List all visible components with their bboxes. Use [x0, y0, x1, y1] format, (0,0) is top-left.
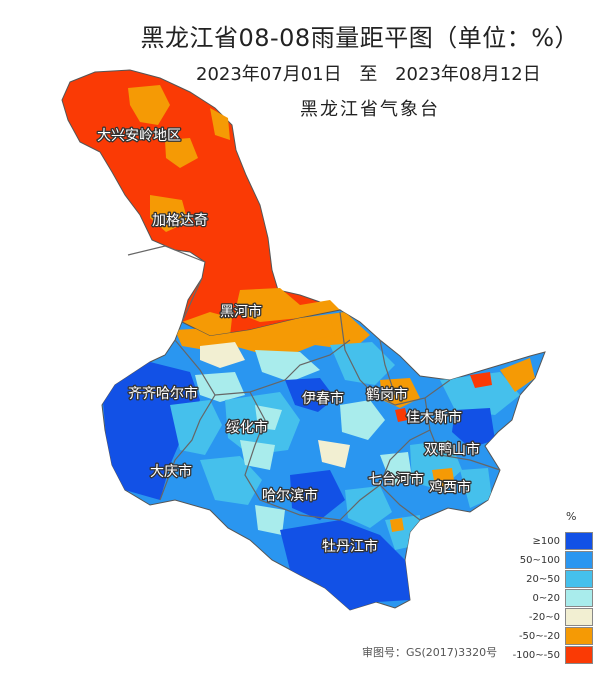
- legend-swatch: [565, 646, 593, 664]
- city-label: 双鸭山市: [424, 441, 480, 458]
- legend-unit: %: [566, 510, 577, 523]
- date-start: 2023年07月01日: [196, 64, 342, 85]
- city-label: 黑河市: [220, 303, 262, 320]
- patch: [150, 195, 188, 232]
- legend-swatch: [565, 608, 593, 626]
- legend-label: 20~50: [526, 574, 560, 585]
- patch: [210, 108, 230, 140]
- region-boundaries: [127, 245, 501, 521]
- date-separator: 至: [359, 64, 378, 85]
- patch: [235, 288, 340, 322]
- legend-item: 50~100: [512, 551, 607, 570]
- region-north: [61, 69, 342, 337]
- city-label: 鸡西市: [429, 479, 471, 496]
- city-label: 佳木斯市: [406, 409, 462, 426]
- city-label: 大兴安岭地区: [97, 128, 181, 144]
- city-label: 牡丹江市: [322, 538, 378, 555]
- legend-item: -100~-50: [512, 646, 607, 665]
- legend-item: 20~50: [512, 570, 607, 589]
- anomaly-patches: [102, 312, 535, 610]
- legend-swatch: [565, 532, 593, 550]
- legend-swatch: [565, 551, 593, 569]
- map-title: 黑龙江省08-08雨量距平图（单位：%）: [140, 24, 579, 52]
- date-range: 2023年07月01日 至 2023年08月12日: [196, 60, 553, 86]
- city-label: 绥化市: [226, 419, 268, 436]
- legend-label: ≥100: [532, 536, 560, 547]
- city-label: 大庆市: [150, 463, 192, 480]
- legend-label: -100~-50: [512, 650, 560, 661]
- city-labels: 大兴安岭地区 加格达奇 黑河市 齐齐哈尔市 伊春市 鹤岗市 绥化市 佳木斯市 双…: [96, 127, 482, 557]
- patch: [165, 138, 198, 168]
- date-end: 2023年08月12日: [395, 64, 541, 85]
- patch: [128, 85, 170, 125]
- city-label: 伊春市: [302, 390, 344, 407]
- legend-swatch: [565, 570, 593, 588]
- city-label: 七台河市: [368, 471, 424, 488]
- legend-item: 0~20: [512, 589, 607, 608]
- agency-name: 黑龙江省气象台: [300, 99, 440, 120]
- city-label: 哈尔滨市: [262, 487, 318, 504]
- legend-label: 50~100: [519, 555, 560, 566]
- legend-label: -50~-20: [518, 631, 560, 642]
- legend-swatch: [565, 627, 593, 645]
- legend-label: -20~0: [528, 612, 560, 623]
- legend-item: ≥100: [512, 532, 607, 551]
- city-label: 加格达奇: [152, 212, 208, 229]
- city-label: 鹤岗市: [366, 386, 408, 403]
- legend-label: 0~20: [532, 593, 560, 604]
- city-label: 齐齐哈尔市: [128, 385, 198, 402]
- legend-item: -20~0: [512, 608, 607, 627]
- map-approval-number: 审图号：GS(2017)3320号: [362, 646, 498, 659]
- legend-item: -50~-20: [512, 627, 607, 646]
- legend-swatch: [565, 589, 593, 607]
